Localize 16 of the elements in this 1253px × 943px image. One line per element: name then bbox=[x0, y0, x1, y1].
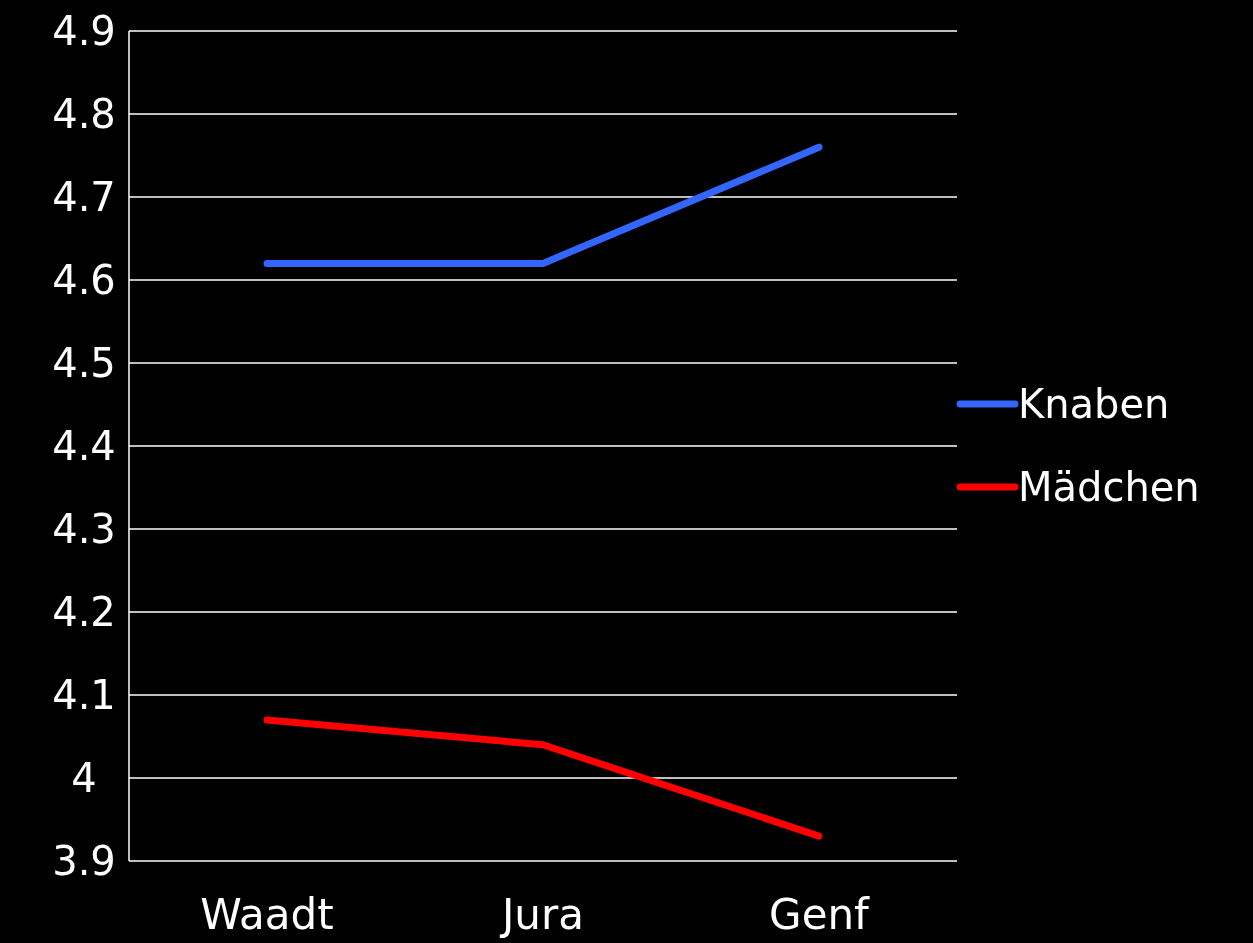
y-tick-label: 4.1 bbox=[52, 672, 116, 718]
x-tick-label: Waadt bbox=[200, 890, 334, 939]
y-tick-label: 4 bbox=[71, 755, 97, 801]
legend-label: Mädchen bbox=[1018, 464, 1200, 510]
legend-label: Knaben bbox=[1018, 381, 1170, 427]
x-tick-label: Genf bbox=[769, 890, 871, 939]
y-tick-label: 4.2 bbox=[52, 589, 116, 635]
y-tick-label: 3.9 bbox=[52, 838, 116, 884]
y-tick-label: 4.7 bbox=[52, 174, 116, 220]
y-tick-label: 4.9 bbox=[52, 8, 116, 54]
y-tick-label: 4.5 bbox=[52, 340, 116, 386]
y-tick-label: 4.3 bbox=[52, 506, 116, 552]
y-tick-label: 4.6 bbox=[52, 257, 116, 303]
y-tick-label: 4.4 bbox=[52, 423, 116, 469]
x-tick-label: Jura bbox=[498, 890, 585, 939]
y-tick-label: 4.8 bbox=[52, 91, 116, 137]
